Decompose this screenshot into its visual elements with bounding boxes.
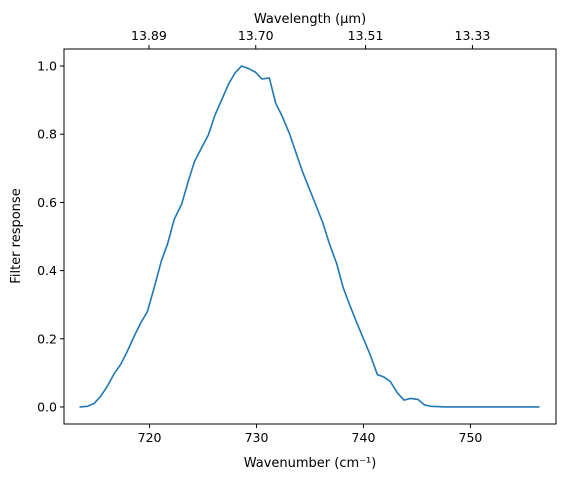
top-x-tick-label: 13.70 xyxy=(238,28,274,43)
series-line xyxy=(79,65,540,408)
x-tick-label: 750 xyxy=(459,430,483,445)
y-tick-label: 0.4 xyxy=(37,263,57,278)
top-x-tick-label: 13.33 xyxy=(455,28,491,43)
ticks-layer: 720 730 740 750 13.89 13.70 13.51 13.33 0.0 0.2 0.… xyxy=(37,28,490,445)
top-x-axis-label: Wavelength (μm) xyxy=(254,12,366,27)
y-tick-label: 1.0 xyxy=(37,59,57,74)
top-x-tick-label: 13.51 xyxy=(348,28,384,43)
x-tick-label: 740 xyxy=(352,430,376,445)
y-tick-label: 0.8 xyxy=(37,127,57,142)
x-axis-label: Wavenumber (cm⁻¹) xyxy=(244,456,377,471)
x-tick-label: 720 xyxy=(138,430,162,445)
x-tick-label: 730 xyxy=(245,430,269,445)
plot-frame xyxy=(63,48,557,425)
y-axis-label: Filter response xyxy=(9,188,24,283)
y-tick-label: 0.6 xyxy=(37,195,57,210)
y-tick-label: 0.2 xyxy=(37,331,57,346)
y-tick-label: 0.0 xyxy=(37,399,57,414)
top-x-tick-label: 13.89 xyxy=(131,28,167,43)
series-layer xyxy=(79,65,540,408)
axes-layer xyxy=(63,48,557,425)
